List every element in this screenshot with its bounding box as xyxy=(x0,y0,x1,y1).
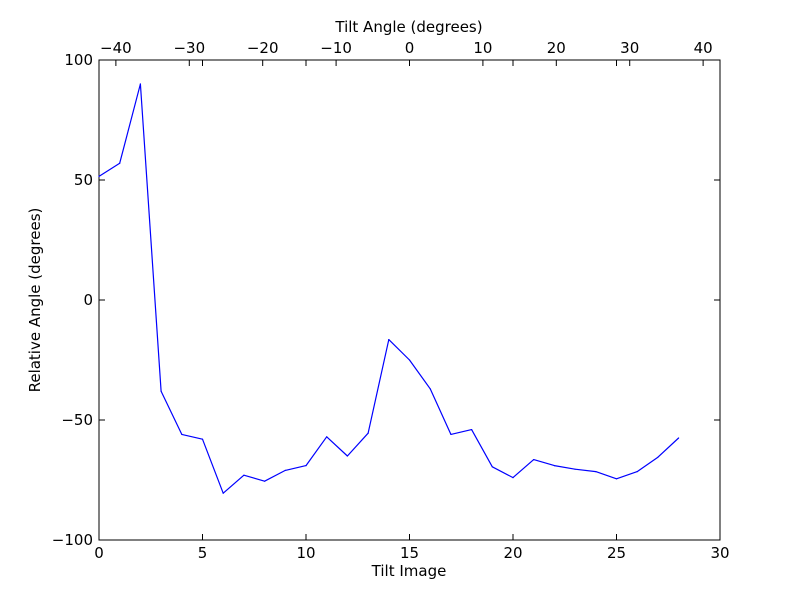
y-tick-label: −100 xyxy=(52,531,93,549)
x-tick-label: 25 xyxy=(607,544,626,562)
x-tick-label: 0 xyxy=(94,544,104,562)
data-point xyxy=(491,466,493,468)
x-tick-label: 5 xyxy=(198,544,208,562)
top-x-tick-label: 30 xyxy=(620,39,639,57)
y-tick-label: 50 xyxy=(74,171,93,189)
data-point xyxy=(388,339,390,341)
data-point xyxy=(615,478,618,480)
data-point xyxy=(533,459,535,461)
data-point xyxy=(408,359,411,361)
y-tick-label: 100 xyxy=(64,51,93,69)
x-axis-title: Tilt Image xyxy=(371,562,447,580)
data-point xyxy=(98,175,100,177)
data-point xyxy=(595,471,597,473)
top-x-tick-label: −10 xyxy=(320,39,352,57)
top-x-tick-label: 40 xyxy=(694,39,713,57)
data-point xyxy=(574,468,576,470)
y-axis-title: Relative Angle (degrees) xyxy=(26,208,44,393)
top-x-tick-label: 20 xyxy=(547,39,566,57)
y-tick-label: −50 xyxy=(61,411,93,429)
data-point xyxy=(160,390,162,392)
plot-frame xyxy=(98,59,721,541)
data-point xyxy=(119,162,121,164)
data-point xyxy=(471,429,473,431)
data-point xyxy=(429,388,431,390)
data-point xyxy=(222,492,224,494)
x-tick-label: 15 xyxy=(400,544,419,562)
data-point xyxy=(305,465,307,467)
y-axis: 100 50 0 −50 −100 xyxy=(52,51,720,549)
data-point xyxy=(346,455,348,457)
data-point xyxy=(181,433,183,435)
x-tick-label: 10 xyxy=(296,544,315,562)
data-point xyxy=(139,83,141,85)
top-x-tick-label: 0 xyxy=(405,39,415,57)
data-point xyxy=(326,436,328,438)
data-point xyxy=(264,480,266,482)
series-layer xyxy=(98,83,680,494)
x-tick-label: 30 xyxy=(710,544,729,562)
y-tick-label: 0 xyxy=(83,291,93,309)
data-point xyxy=(284,469,286,471)
data-point xyxy=(201,438,204,440)
data-point xyxy=(678,437,680,439)
top-x-axis: −40 −30 −20 −10 0 10 20 30 40 xyxy=(100,39,713,66)
top-x-axis-title: Tilt Angle (degrees) xyxy=(334,18,482,36)
data-point xyxy=(450,433,452,435)
data-point xyxy=(657,456,659,458)
data-point xyxy=(243,474,245,476)
bottom-x-axis: 0 5 10 15 20 25 30 xyxy=(94,60,730,562)
top-x-tick-label: 10 xyxy=(473,39,492,57)
top-x-tick-label: −40 xyxy=(100,39,132,57)
top-x-tick-label: −30 xyxy=(173,39,205,57)
top-x-tick-label: −20 xyxy=(247,39,279,57)
x-tick-label: 20 xyxy=(503,544,522,562)
data-point xyxy=(512,477,514,479)
data-point xyxy=(553,465,556,467)
data-point xyxy=(367,432,369,434)
data-point xyxy=(636,471,638,473)
